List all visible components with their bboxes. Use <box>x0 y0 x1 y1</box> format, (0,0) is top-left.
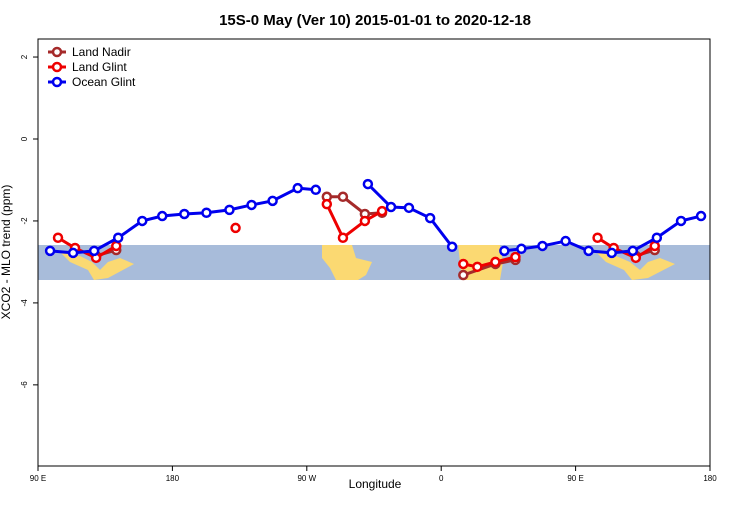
y-tick-label: -2 <box>20 217 29 225</box>
data-point <box>627 245 639 257</box>
x-axis-label: Longitude <box>349 477 402 491</box>
x-tick-label: 90 E <box>30 474 46 483</box>
data-point <box>424 212 436 224</box>
data-point <box>385 201 397 213</box>
data-point <box>337 232 349 243</box>
data-point <box>112 232 124 243</box>
data-point <box>651 232 663 243</box>
data-point <box>490 256 501 268</box>
legend-marker <box>51 46 63 58</box>
data-point <box>446 241 458 253</box>
chart-title: 15S-0 May (Ver 10) 2015-01-01 to 2020-12… <box>219 12 531 29</box>
y-tick-label: 0 <box>20 136 29 141</box>
data-point <box>224 204 235 216</box>
data-point <box>230 222 241 234</box>
x-tick-label: 180 <box>703 474 717 483</box>
data-point <box>510 251 521 263</box>
legend-marker <box>51 76 63 88</box>
data-point <box>362 178 374 190</box>
data-point <box>537 240 548 252</box>
y-tick-label: -4 <box>20 299 29 307</box>
data-point <box>606 247 617 259</box>
data-point <box>52 232 64 243</box>
data-point <box>321 198 333 210</box>
data-point <box>695 210 707 222</box>
y-tick-label: -6 <box>20 381 29 389</box>
legend-label: Land Nadir <box>72 45 131 59</box>
data-point <box>592 232 603 243</box>
data-point <box>44 245 56 257</box>
data-point <box>292 182 303 194</box>
data-point <box>675 215 687 227</box>
data-point <box>359 215 371 227</box>
data-point <box>156 210 168 222</box>
plot-frame <box>37 38 711 467</box>
data-point <box>267 195 278 207</box>
legend-label: Ocean Glint <box>72 75 136 89</box>
data-point <box>67 247 79 259</box>
legend-marker <box>51 61 63 73</box>
data-point <box>246 199 257 211</box>
data-point <box>310 184 322 196</box>
legend-label: Land Glint <box>72 60 127 74</box>
data-point <box>337 191 349 203</box>
land-shape <box>322 245 372 280</box>
data-point <box>376 205 388 217</box>
data-point <box>649 240 660 252</box>
data-point <box>179 208 190 220</box>
land-shape <box>60 252 134 280</box>
data-point <box>560 235 571 247</box>
data-point <box>403 202 415 214</box>
data-point <box>583 245 594 257</box>
data-point <box>499 245 510 257</box>
x-tick-label: 90 W <box>297 474 316 483</box>
y-tick-label: 2 <box>20 54 29 59</box>
y-axis-label: XCO2 - MLO trend (ppm) <box>0 185 13 320</box>
data-point <box>88 245 100 257</box>
x-tick-label: 180 <box>166 474 180 483</box>
data-point <box>472 261 483 273</box>
data-point <box>201 207 212 219</box>
data-point <box>516 243 527 255</box>
land-shape <box>596 252 675 280</box>
data-point <box>111 240 122 252</box>
land-shape <box>458 245 503 280</box>
data-point <box>136 215 148 227</box>
x-tick-label: 90 E <box>567 474 583 483</box>
x-tick-label: 0 <box>439 474 444 483</box>
data-point <box>458 258 469 270</box>
data-point <box>458 269 469 281</box>
